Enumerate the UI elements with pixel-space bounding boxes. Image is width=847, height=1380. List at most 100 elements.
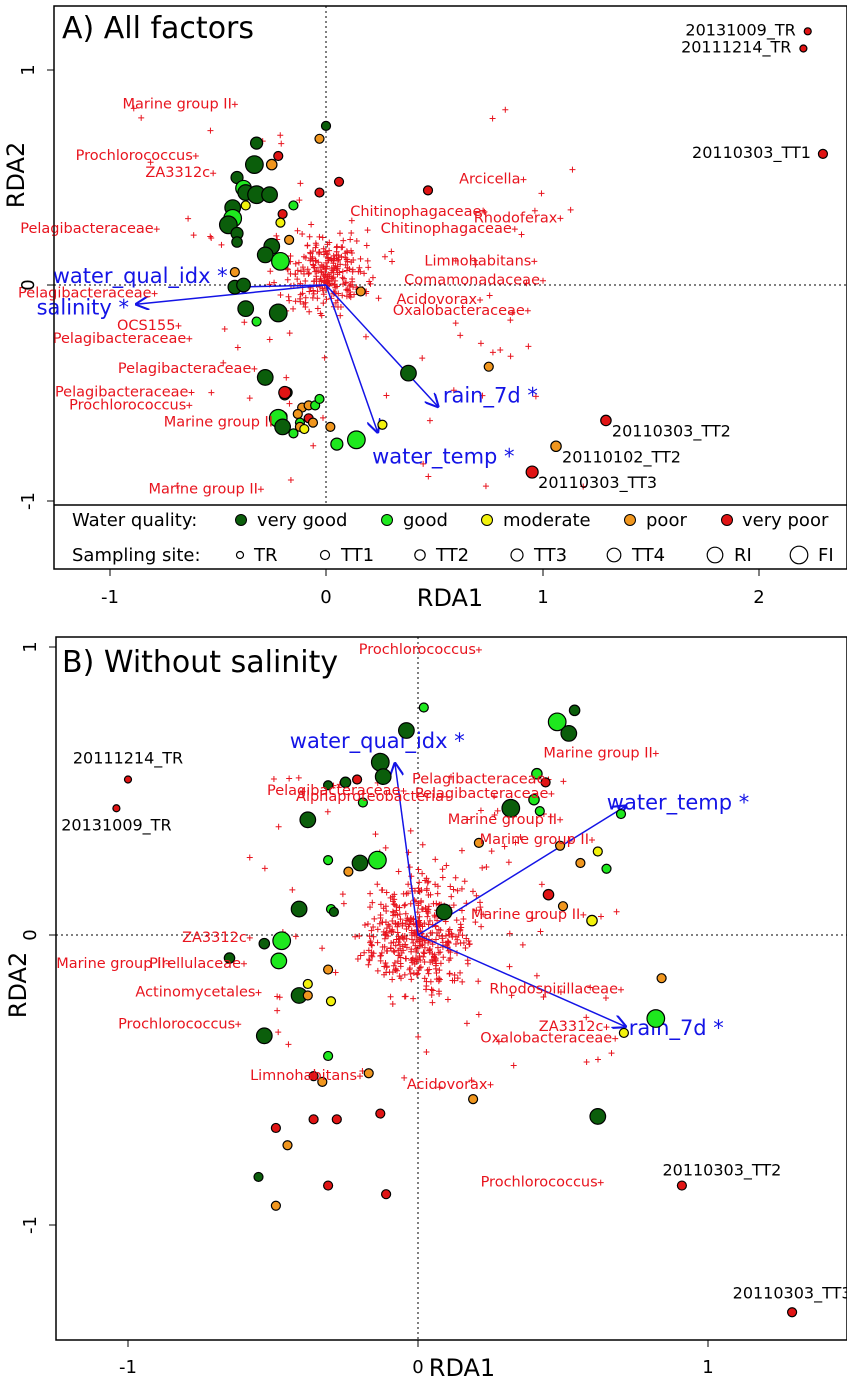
taxon-point <box>518 231 525 238</box>
taxon-label: Marine group II <box>471 907 580 923</box>
taxon-point <box>475 646 482 653</box>
taxon-point <box>347 236 354 243</box>
sample-point <box>278 385 292 400</box>
taxon-point <box>390 962 397 969</box>
arrow-label-rain-7d: rain_7d * <box>443 384 538 409</box>
sample-label: 20110303_TT3 <box>538 473 657 493</box>
sample-point <box>568 704 581 717</box>
panel-a-x-axis-label: RDA1 <box>417 584 483 612</box>
taxon-point <box>429 959 436 966</box>
taxon-point <box>375 295 382 302</box>
taxon-point <box>371 915 378 922</box>
taxon-point <box>454 975 461 982</box>
panel-b-y-tick-label: -1 <box>20 1216 41 1234</box>
taxon-point <box>357 268 364 275</box>
taxon-point <box>414 970 421 977</box>
taxon-point <box>497 347 504 354</box>
taxon-point <box>297 291 304 298</box>
taxon-point <box>340 237 347 244</box>
sample-point <box>600 414 612 427</box>
taxon-point <box>382 931 389 938</box>
taxon-point <box>425 909 432 916</box>
taxon-point <box>416 953 423 959</box>
panel-a-x-axis: -1 0 1 2 RDA1 <box>101 568 765 612</box>
taxon-point <box>406 921 413 928</box>
taxon-point <box>450 886 457 893</box>
taxon-point <box>608 1050 615 1057</box>
taxon-point <box>389 976 396 983</box>
sample-point <box>317 1076 328 1087</box>
taxon-point <box>241 319 248 326</box>
sample-point <box>346 430 366 450</box>
taxon-point <box>547 813 554 820</box>
sample-point <box>299 811 317 829</box>
sample-point <box>288 200 299 211</box>
taxon-point <box>294 267 301 274</box>
taxon-point <box>517 834 524 841</box>
taxon-point <box>459 978 466 985</box>
taxon-point <box>353 237 360 244</box>
taxon-point <box>589 836 595 843</box>
sample-point <box>540 777 551 788</box>
taxon-point <box>419 870 426 877</box>
taxon-point <box>431 951 438 958</box>
taxon-point <box>420 953 427 960</box>
taxon-point <box>390 947 397 954</box>
taxon-point <box>324 808 331 815</box>
taxon-label: Marine group II <box>480 832 589 848</box>
sample-point <box>803 27 812 36</box>
taxon-point <box>446 970 453 977</box>
taxon-point <box>153 226 160 233</box>
taxon-point <box>400 936 407 943</box>
taxon-point <box>452 941 459 948</box>
legend-quality-good-label: good <box>403 510 448 531</box>
sample-point <box>284 234 295 245</box>
taxon-point <box>425 473 432 480</box>
taxon-point <box>207 233 214 240</box>
sample-point <box>786 1307 798 1318</box>
taxon-label: ZA3312c <box>539 1019 604 1035</box>
sample-point <box>557 901 569 912</box>
taxon-point <box>295 259 302 266</box>
taxon-point <box>316 233 323 240</box>
taxon-label: Marine group II <box>543 746 652 762</box>
taxon-point <box>185 215 192 222</box>
taxon-point <box>361 922 368 929</box>
legend-site-tt4-label: TT4 <box>631 545 665 566</box>
taxon-point <box>130 105 137 112</box>
taxon-point <box>413 948 420 955</box>
taxon-point <box>533 972 540 979</box>
sample-point <box>272 931 292 951</box>
taxon-point <box>377 901 384 908</box>
taxon-point <box>419 355 426 362</box>
taxon-point <box>507 353 514 360</box>
taxon-point <box>255 989 262 996</box>
sample-point <box>501 798 521 818</box>
sample-point <box>274 418 292 436</box>
sample-point <box>400 364 417 382</box>
panel-b-taxa-points <box>165 646 659 1186</box>
taxon-point <box>330 267 337 274</box>
taxon-label: Marine group II <box>149 481 258 497</box>
taxon-point <box>457 969 464 976</box>
sample-point <box>307 417 319 428</box>
taxon-point <box>306 233 313 240</box>
legend-site-tt2: TT2 <box>414 545 469 566</box>
taxon-point <box>434 944 441 951</box>
taxon-label: Oxalobacteraceae <box>393 303 525 319</box>
taxon-point <box>299 230 306 237</box>
taxon-point <box>410 969 417 976</box>
taxon-point <box>477 807 484 814</box>
taxon-point <box>401 902 408 909</box>
taxon-point <box>208 389 215 396</box>
panel-a-all-factors: water_qual_idx * salinity * rain_7d * water… <box>2 5 847 612</box>
taxon-point <box>284 266 291 273</box>
panel-a-x-tick-label: 1 <box>537 587 548 608</box>
taxon-point <box>231 101 238 108</box>
sample-point <box>308 1114 319 1125</box>
taxon-point <box>287 476 294 483</box>
taxon-point <box>396 911 403 918</box>
taxon-point <box>289 886 296 893</box>
taxon-point <box>342 261 349 268</box>
panel-a-taxa-labels: Marine group IIProchlorococcusZA3312cPel… <box>18 96 558 497</box>
